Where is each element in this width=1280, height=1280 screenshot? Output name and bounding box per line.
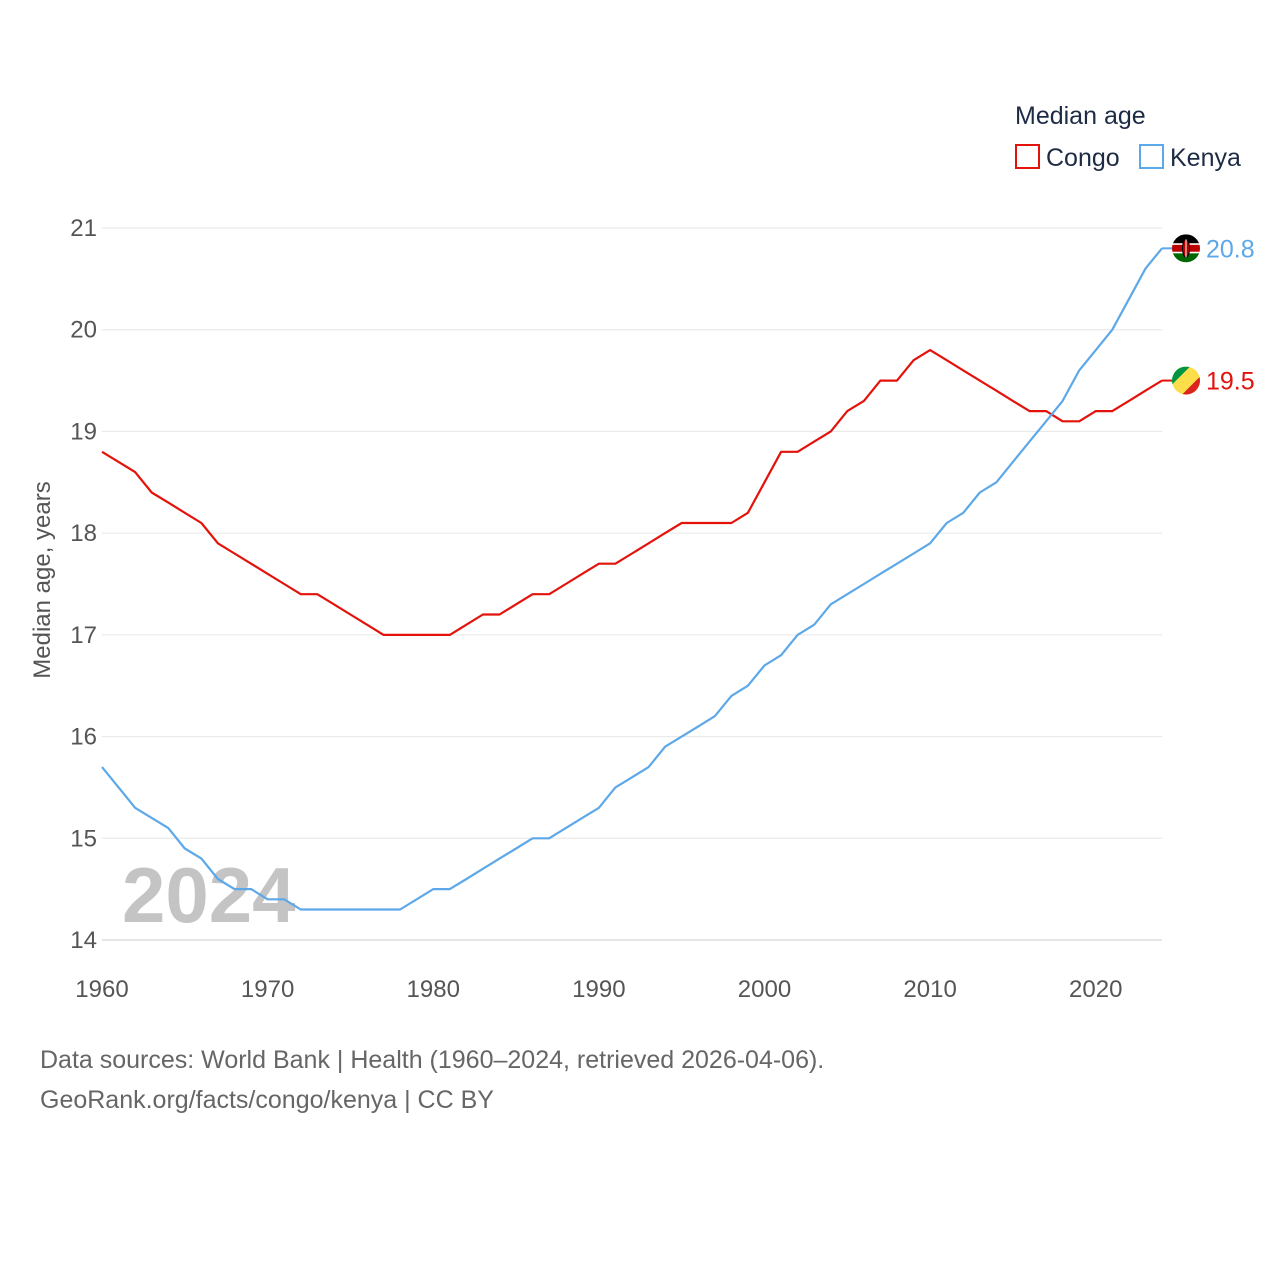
x-tick-label: 2000	[738, 976, 791, 1003]
x-tick-label: 1980	[407, 976, 460, 1003]
x-tick-label: 1970	[241, 976, 294, 1003]
series-line-congo[interactable]	[101, 349, 1163, 637]
series-lines	[101, 247, 1163, 911]
x-tick-label: 2020	[1069, 976, 1122, 1003]
kenya-flag-icon	[1172, 234, 1200, 263]
end-value-label-congo: 19.5	[1206, 368, 1255, 396]
source-line-2[interactable]: GeoRank.org/facts/congo/kenya | CC BY	[40, 1086, 494, 1114]
source-line-1: Data sources: World Bank | Health (1960–…	[40, 1046, 825, 1074]
congo-flag-icon	[1172, 366, 1200, 395]
x-axis-ticks: 1960 1970 1980 1990 2000 2010 2020	[75, 976, 1122, 1003]
x-tick-label: 1990	[572, 976, 625, 1003]
y-axis-ticks: 14 15 16 17 18 19 20 21	[70, 215, 97, 954]
legend[interactable]: Median age Congo Kenya	[1015, 102, 1241, 172]
y-tick-label: 21	[70, 215, 97, 242]
grid-lines	[102, 227, 1162, 941]
source-note: Data sources: World Bank | Health (1960–…	[40, 1040, 1240, 1120]
x-tick-label: 2010	[903, 976, 956, 1003]
y-tick-label: 19	[70, 418, 97, 445]
series-end-markers: 19.5 20.8	[1162, 234, 1255, 396]
legend-label: Congo	[1046, 144, 1120, 172]
x-tick-label: 1960	[75, 976, 128, 1003]
series-line-kenya[interactable]	[101, 247, 1163, 911]
end-value-label-kenya: 20.8	[1206, 235, 1255, 263]
y-tick-label: 18	[70, 520, 97, 547]
y-tick-label: 20	[70, 317, 97, 344]
y-tick-label: 17	[70, 622, 97, 649]
legend-swatch	[1139, 144, 1164, 169]
y-axis-title: Median age, years	[29, 481, 56, 678]
y-tick-label: 14	[70, 927, 97, 954]
year-watermark: 2024	[122, 851, 296, 939]
legend-swatch	[1015, 144, 1040, 169]
y-tick-label: 15	[70, 825, 97, 852]
legend-label: Kenya	[1170, 144, 1241, 172]
legend-item-kenya[interactable]: Kenya	[1139, 144, 1241, 172]
legend-item-congo[interactable]: Congo	[1015, 144, 1120, 172]
y-tick-label: 16	[70, 724, 97, 751]
legend-items[interactable]: Congo Kenya	[1015, 144, 1241, 172]
legend-title: Median age	[1015, 102, 1146, 130]
